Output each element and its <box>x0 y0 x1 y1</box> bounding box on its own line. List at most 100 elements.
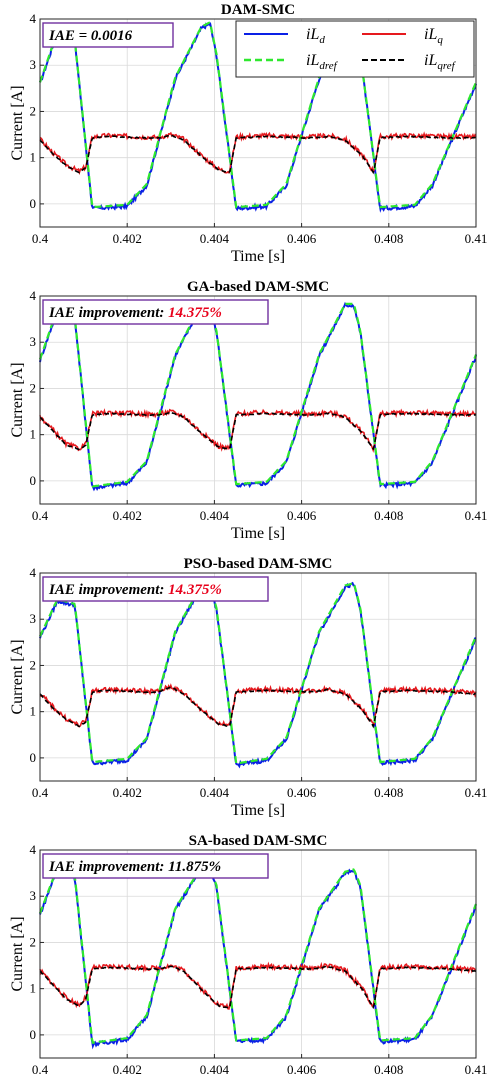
y-axis-label: Current [A] <box>9 362 26 437</box>
y-tick-label: 0 <box>30 750 37 765</box>
y-tick-label: 2 <box>30 103 37 118</box>
y-tick-label: 0 <box>30 473 37 488</box>
axes-frame <box>39 849 477 1059</box>
annotation-text: IAE improvement: 14.375% <box>48 582 222 598</box>
x-tick-label: 0.41 <box>465 508 488 523</box>
y-tick-label: 3 <box>30 888 37 903</box>
x-tick-label: 0.4 <box>32 1062 49 1074</box>
x-tick-label: 0.406 <box>287 785 317 800</box>
chart-panel-2: 0.4 0.402 0.404 0.406 0.408 0.41 0 1 2 3 4 GA-based… <box>9 279 487 542</box>
y-tick-label: 4 <box>30 11 37 26</box>
legend-iLqref-label: iLqref <box>424 52 457 72</box>
y-axis-label: Current [A] <box>9 639 26 714</box>
y-tick-label: 0 <box>30 1027 37 1042</box>
annotation-label: IAE improvement: 11.875% <box>48 859 221 875</box>
chart-panel-3: 0.4 0.402 0.404 0.406 0.408 0.41 0 1 2 3 4 PSO-base… <box>9 556 487 819</box>
plot-area <box>40 296 476 504</box>
x-tick-label: 0.41 <box>465 231 488 246</box>
x-tick-label: 0.404 <box>200 508 230 523</box>
series-iLq-line <box>39 683 477 728</box>
legend-iLq-main: iL <box>424 26 437 43</box>
annotation-value: 14.375% <box>168 582 222 598</box>
chart-title: GA-based DAM-SMC <box>187 279 329 295</box>
x-tick-label: 0.41 <box>465 785 488 800</box>
legend-box <box>235 20 475 78</box>
annotation-text: IAE improvement: 11.875% <box>48 859 221 875</box>
y-tick-label: 2 <box>30 934 37 949</box>
x-tick-label: 0.402 <box>113 508 142 523</box>
series-iLqref-line <box>39 965 477 1010</box>
annotation-box <box>42 22 174 48</box>
x-tick-label: 0.408 <box>374 785 403 800</box>
axes-frame <box>39 295 477 505</box>
series-iLdref-line <box>38 865 478 1044</box>
legend-iLdref-label: iLdref <box>306 52 339 72</box>
series-iLdref-line <box>38 20 478 209</box>
legend-iLd-subscript: d <box>319 34 325 46</box>
x-tick-label: 0.404 <box>200 785 230 800</box>
x-tick-label: 0.41 <box>465 1062 488 1074</box>
y-tick-label: 3 <box>30 334 37 349</box>
y-tick-label: 2 <box>30 657 37 672</box>
legend-iLdref-subscript: dref <box>319 60 338 72</box>
legend-iLd-label: iLd <box>306 26 325 46</box>
annotation-text: IAE = 0.0016 <box>48 28 133 44</box>
x-axis-label: Time [s] <box>231 802 285 819</box>
y-axis-label: Current [A] <box>9 916 26 991</box>
x-tick-label: 0.406 <box>287 508 317 523</box>
legend-iLq-subscript: q <box>437 34 443 46</box>
x-tick-label: 0.4 <box>32 508 49 523</box>
legend-iLqref-subscript: qref <box>437 60 456 72</box>
y-tick-label: 3 <box>30 611 37 626</box>
chart-title: DAM-SMC <box>221 2 295 18</box>
y-axis-label: Current [A] <box>9 85 26 160</box>
y-tick-label: 2 <box>30 380 37 395</box>
y-tick-label: 4 <box>30 842 37 857</box>
series-iLd-line <box>39 864 477 1050</box>
chart-title: SA-based DAM-SMC <box>189 833 328 849</box>
x-tick-label: 0.408 <box>374 1062 403 1074</box>
y-tick-label: 1 <box>30 427 37 442</box>
legend-iLq-label: iLq <box>424 26 443 46</box>
y-tick-label: 1 <box>30 150 37 165</box>
chart-panel-4: 0.4 0.402 0.404 0.406 0.408 0.41 0 1 2 3 4 SA-based… <box>9 833 487 1074</box>
annotation-label: IAE improvement: <box>48 582 168 598</box>
x-tick-label: 0.4 <box>32 785 49 800</box>
y-tick-label: 4 <box>30 565 37 580</box>
x-tick-label: 0.402 <box>113 1062 142 1074</box>
plot-area <box>40 573 476 781</box>
x-tick-label: 0.4 <box>32 231 49 246</box>
y-tick-label: 0 <box>30 196 37 211</box>
chart-title: PSO-based DAM-SMC <box>184 556 333 572</box>
series-iLd-line <box>39 21 477 213</box>
x-tick-label: 0.404 <box>200 1062 230 1074</box>
legend-iLdref-main: iL <box>306 52 319 69</box>
annotation-label: IAE = 0.0016 <box>48 28 133 44</box>
annotation-text: IAE improvement: 14.375% <box>48 305 222 321</box>
series-iLqref-line <box>39 686 476 729</box>
series-iLdref-line <box>38 581 478 765</box>
plot-area <box>40 850 476 1058</box>
series-iLqref-line <box>39 134 477 175</box>
x-tick-label: 0.406 <box>287 1062 317 1074</box>
legend-iLqref-main: iL <box>424 52 437 69</box>
annotation-box <box>42 853 269 879</box>
axes-frame <box>39 572 477 782</box>
y-tick-label: 3 <box>30 57 37 72</box>
x-tick-label: 0.404 <box>200 231 230 246</box>
y-tick-label: 1 <box>30 981 37 996</box>
y-tick-label: 1 <box>30 704 37 719</box>
annotation-box <box>42 576 269 602</box>
axes-frame <box>39 18 477 228</box>
y-tick-label: 4 <box>30 288 37 303</box>
annotation-value: 14.375% <box>168 305 222 321</box>
x-tick-label: 0.402 <box>113 785 142 800</box>
x-axis-label: Time [s] <box>231 248 285 265</box>
annotation-box <box>42 299 269 325</box>
series-iLq-line <box>39 131 477 176</box>
x-tick-label: 0.408 <box>374 508 403 523</box>
x-axis-label: Time [s] <box>231 525 285 542</box>
x-tick-label: 0.402 <box>113 231 142 246</box>
